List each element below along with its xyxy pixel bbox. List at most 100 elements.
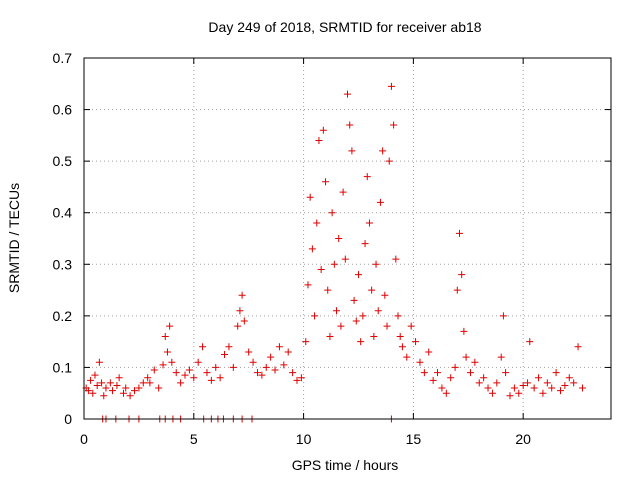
data-point (102, 384, 110, 392)
data-point (302, 338, 310, 346)
data-point (319, 126, 327, 134)
data-point (524, 379, 532, 387)
x-tick-labels: 0 5 10 15 20 (80, 431, 531, 447)
x-tick-label: 0 (80, 431, 88, 447)
data-point (271, 366, 279, 374)
data-point (374, 307, 382, 315)
data-point (337, 322, 345, 330)
data-point (390, 121, 398, 129)
y-tick-labels: 0 0.1 0.2 0.3 0.4 0.5 0.6 0.7 (53, 50, 73, 427)
y-tick-label: 0.6 (53, 102, 73, 118)
data-point (379, 147, 387, 155)
data-point (539, 389, 547, 397)
data-point (372, 260, 380, 268)
data-point (207, 376, 215, 384)
data-point (229, 363, 237, 371)
data-point (109, 387, 117, 395)
data-point (168, 358, 176, 366)
data-point (317, 265, 325, 273)
data-point (556, 387, 564, 395)
data-point (447, 374, 455, 382)
data-point (535, 374, 543, 382)
data-point (249, 358, 257, 366)
data-point (341, 255, 349, 263)
data-point (475, 379, 483, 387)
data-point (115, 374, 123, 382)
data-point (194, 358, 202, 366)
data-point (284, 348, 292, 356)
y-tick-label: 0.4 (53, 205, 73, 221)
data-point (238, 291, 246, 299)
data-point (434, 369, 442, 377)
data-point (144, 374, 152, 382)
data-point (561, 381, 569, 389)
y-tick-label: 0.1 (53, 359, 73, 375)
data-point (506, 392, 514, 400)
y-axis-label: SRMTID / TECUs (6, 183, 22, 293)
data-point (328, 209, 336, 217)
data-point (122, 384, 130, 392)
data-point (346, 121, 354, 129)
gridlines (84, 58, 611, 419)
data-point (275, 343, 283, 351)
data-point (453, 286, 461, 294)
data-point (510, 384, 518, 392)
data-point (526, 338, 534, 346)
data-point (150, 366, 158, 374)
data-point (216, 374, 224, 382)
data-point (381, 291, 389, 299)
plot-frame (83, 57, 612, 420)
data-point (394, 312, 402, 320)
data-point (330, 260, 338, 268)
data-point (396, 332, 404, 340)
data-point (565, 374, 573, 382)
x-tick-label: 20 (515, 431, 531, 447)
data-point (578, 384, 586, 392)
y-tick-label: 0 (64, 411, 72, 427)
data-point (497, 353, 505, 361)
data-point (253, 369, 261, 377)
data-point (466, 369, 474, 377)
data-point (412, 338, 420, 346)
data-point (368, 286, 376, 294)
data-point (416, 358, 424, 366)
data-point (488, 389, 496, 397)
data-point (98, 379, 106, 387)
data-point (322, 178, 330, 186)
data-point (460, 327, 468, 335)
data-point (339, 188, 347, 196)
data-point (93, 381, 101, 389)
data-point (155, 384, 163, 392)
data-point (258, 371, 266, 379)
data-point (240, 317, 248, 325)
data-point (185, 366, 193, 374)
data-point (365, 219, 373, 227)
data-point (348, 147, 356, 155)
data-point (438, 384, 446, 392)
data-point (354, 271, 362, 279)
data-point (89, 389, 97, 397)
y-tick-label: 0.5 (53, 153, 73, 169)
x-tick-label: 5 (190, 431, 198, 447)
data-point (484, 384, 492, 392)
data-point (166, 322, 174, 330)
data-point (376, 198, 384, 206)
data-point (113, 381, 121, 389)
data-point (181, 371, 189, 379)
data-point (357, 338, 365, 346)
data-point (212, 363, 220, 371)
data-point (315, 137, 323, 145)
data-point (306, 193, 314, 201)
data-point (519, 381, 527, 389)
data-point (407, 322, 415, 330)
data-point (225, 343, 233, 351)
data-point (387, 82, 395, 90)
data-point (120, 389, 128, 397)
data-point (392, 255, 400, 263)
data-point (451, 363, 459, 371)
data-point (359, 312, 367, 320)
data-point (344, 90, 351, 98)
data-point (139, 379, 147, 387)
data-point (335, 235, 343, 242)
